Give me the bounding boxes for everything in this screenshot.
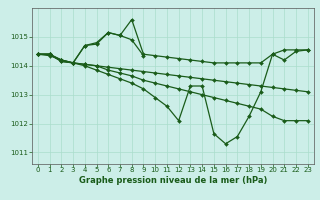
X-axis label: Graphe pression niveau de la mer (hPa): Graphe pression niveau de la mer (hPa) xyxy=(79,176,267,185)
